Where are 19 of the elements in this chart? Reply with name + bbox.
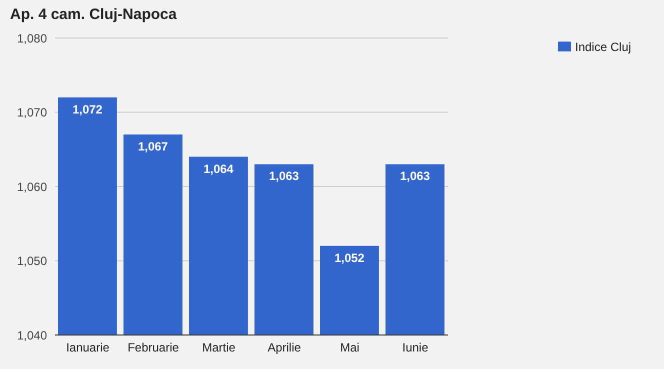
x-tick-label: Februarie <box>128 340 180 355</box>
x-tick-label: Mai <box>340 340 360 355</box>
data-label: 1,063 <box>268 169 300 184</box>
y-tick-label: 1,080 <box>16 31 48 46</box>
x-tick-label: Iunie <box>402 340 429 355</box>
y-tick-label: 1,060 <box>16 180 48 194</box>
data-label: 1,067 <box>138 140 168 154</box>
y-tick-label: 1,070 <box>16 106 48 120</box>
data-label: 1,052 <box>334 250 365 265</box>
x-tick-label: Aprilie <box>268 340 302 355</box>
x-tick-label: Martie <box>202 340 236 355</box>
y-tick-label: 1,050 <box>16 254 48 268</box>
data-label: 1,063 <box>400 169 430 184</box>
data-label: 1,072 <box>72 102 103 116</box>
chart-title: Ap. 4 cam. Cluj-Napoca <box>10 6 177 23</box>
legend-label: Indice Cluj <box>575 40 632 54</box>
data-label: 1,064 <box>203 162 234 176</box>
y-tick-label: 1,040 <box>16 328 48 342</box>
x-tick-label: Ianuarie <box>66 340 110 355</box>
